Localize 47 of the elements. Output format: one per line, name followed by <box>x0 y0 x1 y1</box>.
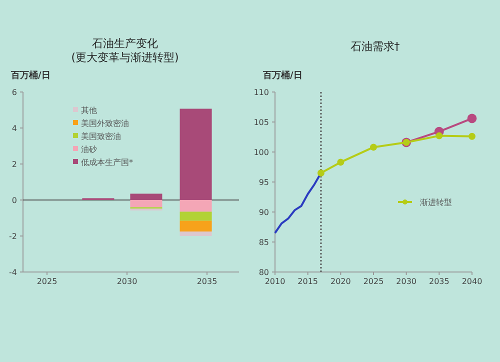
x-tick-label: 2025 <box>363 277 384 286</box>
legend-label: 油砂 <box>81 144 97 154</box>
y-tick-label: -4 <box>9 268 17 277</box>
bar <box>180 212 212 221</box>
x-tick-label: 2030 <box>396 277 417 286</box>
x-tick-label: 2035 <box>196 277 218 286</box>
point <box>337 158 344 166</box>
x-tick-label: 2010 <box>264 277 286 286</box>
bar <box>130 200 162 208</box>
y-tick-label: 4 <box>12 124 17 133</box>
legend-label: 低成本生产国* <box>81 158 133 167</box>
point <box>370 144 377 151</box>
y-tick-label: 100 <box>254 148 269 157</box>
bar <box>130 194 162 200</box>
chart-subtitle: (更大变革与渐进转型) <box>71 51 179 64</box>
y-tick-label: 95 <box>258 178 269 187</box>
y-tick-label: 85 <box>258 238 269 247</box>
x-tick-label: 2020 <box>330 277 351 286</box>
y-tick-label: 105 <box>254 118 269 127</box>
point <box>317 170 324 176</box>
bar <box>180 200 212 212</box>
y-tick-label: 110 <box>254 88 269 97</box>
x-tick-label: 2030 <box>116 277 138 286</box>
y-axis-title: 百万桶/日 <box>10 70 50 81</box>
x-tick-label: 2025 <box>36 277 58 286</box>
point <box>436 132 443 140</box>
y-axis-title: 百万桶/日 <box>262 70 302 81</box>
legend-label: 美国致密油 <box>81 132 121 141</box>
bar <box>180 232 212 236</box>
y-tick-label: 90 <box>258 208 269 217</box>
legend-label: 其他 <box>81 106 97 115</box>
bar <box>180 220 212 232</box>
chart-title: 石油需求† <box>350 40 400 53</box>
point <box>467 114 477 124</box>
y-tick-label: 0 <box>12 196 17 205</box>
legend-label: 渐进转型 <box>420 198 452 207</box>
point <box>468 132 476 140</box>
chart-title: 石油生产变化 <box>92 37 158 50</box>
bar <box>180 108 212 200</box>
y-tick-label: 80 <box>258 268 269 277</box>
x-tick-label: 2035 <box>428 277 450 286</box>
x-tick-label: 2015 <box>298 277 318 286</box>
x-tick-label: 2040 <box>462 277 482 286</box>
y-tick-label: 2 <box>12 160 17 169</box>
legend-label: 美国外致密油 <box>81 118 129 128</box>
y-tick-label: -2 <box>9 232 17 241</box>
y-tick-label: 6 <box>12 88 17 97</box>
